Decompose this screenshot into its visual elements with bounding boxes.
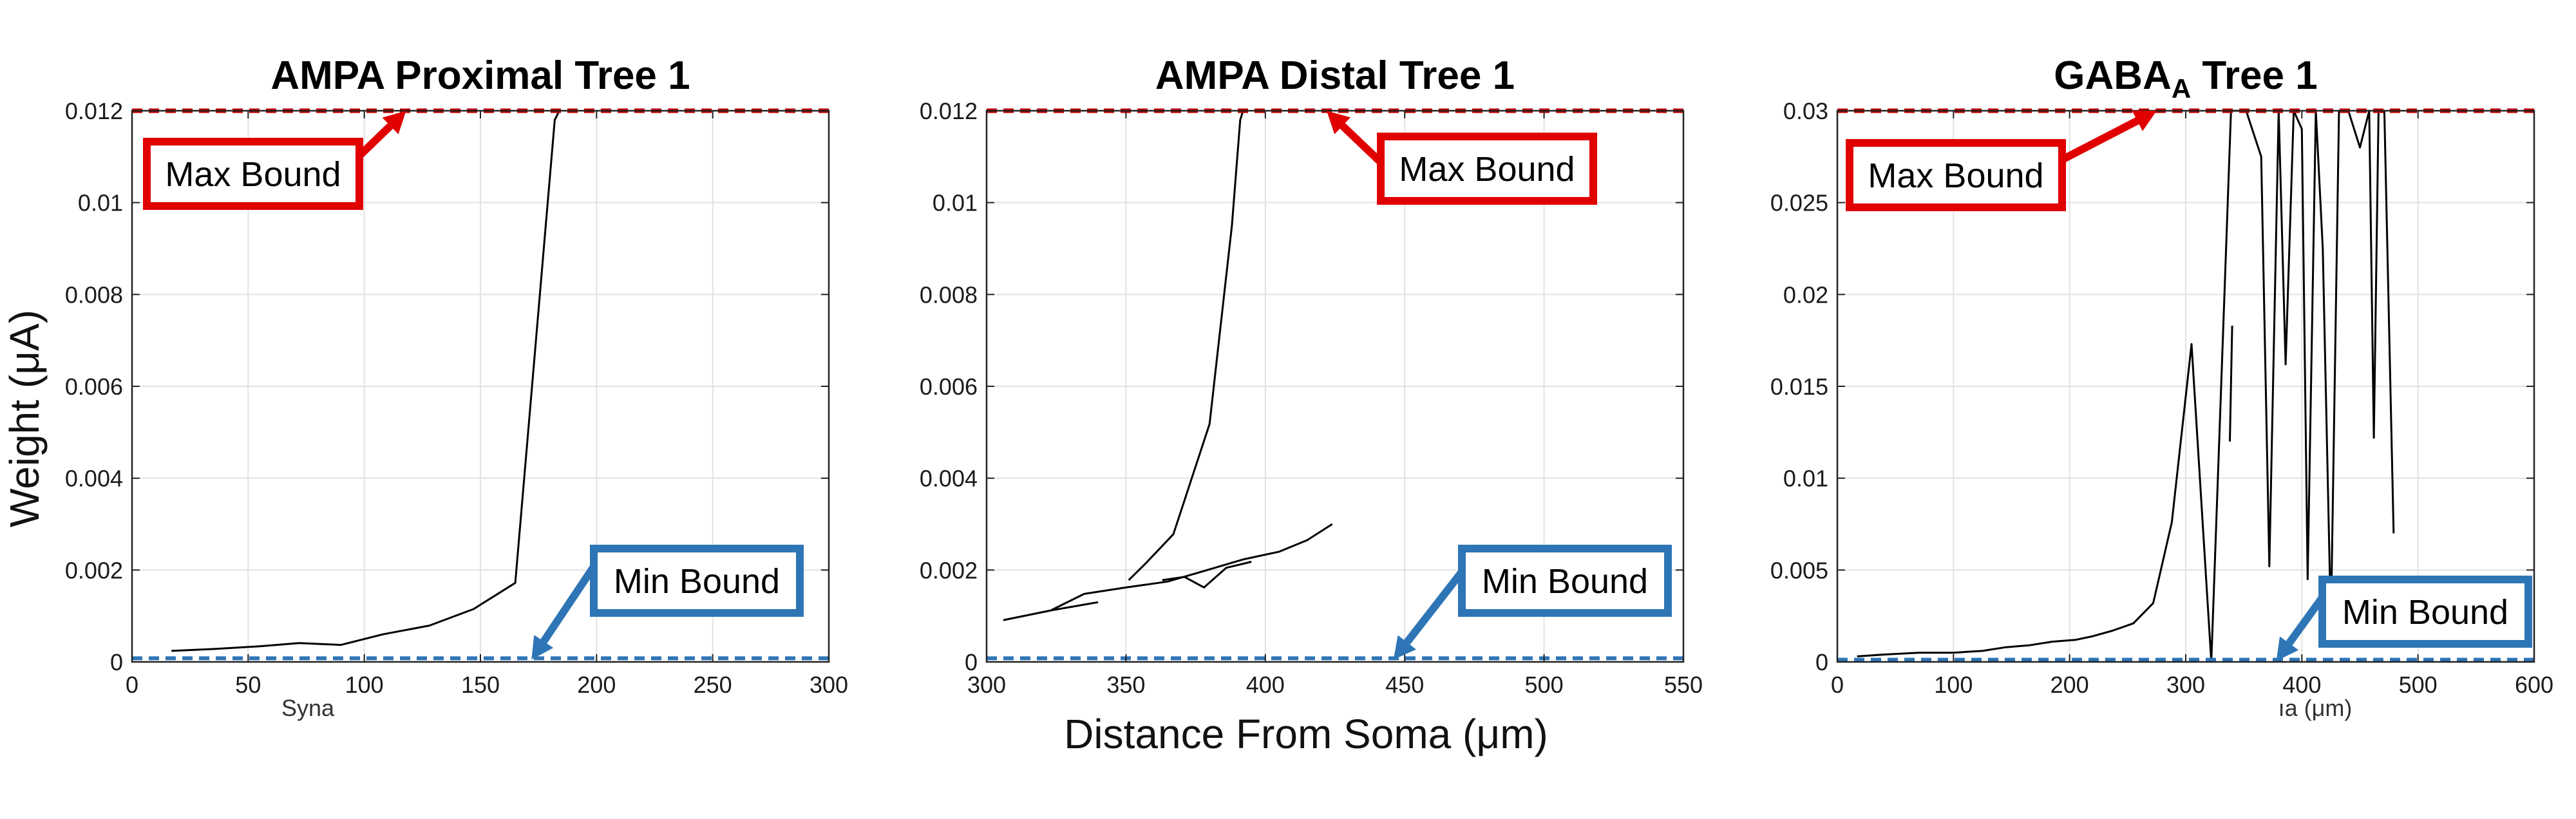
y-tick-label: 0.008 [65, 281, 123, 308]
x-tick-label: 400 [2282, 672, 2321, 698]
x-tick-label: 500 [2399, 672, 2438, 698]
max-bound-annotation: Max Bound [1846, 110, 2157, 211]
x-tick-label: 0 [1831, 672, 1844, 698]
series-line-2 [2229, 325, 2233, 442]
chart-title: AMPA Proximal Tree 1 [270, 53, 690, 98]
chart-title: GABAA Tree 1 [2054, 53, 2317, 104]
series-line-1 [1857, 109, 2395, 663]
max-bound-annotation: Max Bound [143, 111, 406, 210]
x-tick-label: 100 [1934, 672, 1973, 698]
annotation-arrow-shaft [1404, 569, 1465, 645]
y-tick-label: 0.002 [65, 557, 123, 583]
y-tick-label: 0 [965, 649, 978, 675]
annotation-arrow-head [2276, 636, 2299, 661]
annotation-arrow-shaft [540, 564, 597, 644]
annotation-box [1377, 133, 1597, 205]
annotation-arrow-shaft [2060, 117, 2139, 164]
annotation-arrow-head [382, 111, 406, 135]
y-tick-label: 0.025 [1770, 190, 1828, 216]
y-tick-label: 0.01 [933, 190, 978, 216]
annotation-box [143, 138, 363, 210]
y-tick-label: 0.006 [920, 373, 978, 400]
x-tick-label: 250 [694, 672, 732, 698]
figure-x-label: Distance From Soma (μm) [1064, 711, 1548, 757]
y-tick-label: 0.012 [65, 98, 123, 124]
chart-panel-3: 0 100 200 300 400 500 600 0 0.005 0.01 0.015 0.02 0.… [1770, 53, 2553, 721]
series-line-4 [1162, 561, 1252, 588]
y-tick-label: 0.03 [1783, 98, 1828, 124]
chart-title-main: AMPA Distal Tree 1 [1155, 53, 1515, 98]
y-tick-label: 0.01 [78, 190, 123, 216]
x-tick-label: 300 [2166, 672, 2205, 698]
annotation-box [1846, 139, 2066, 211]
annotation-arrow-head [1393, 635, 1416, 660]
y-tick-label: 0 [110, 649, 123, 675]
x-tick-label: 0 [126, 672, 138, 698]
x-tick-label: 200 [2050, 672, 2089, 698]
x-tick-label: 300 [967, 672, 1006, 698]
min-bound-annotation: Min Bound [2276, 576, 2532, 661]
min-bound-annotation: Min Bound [531, 545, 804, 660]
annotation-arrow-shaft [2286, 595, 2325, 646]
x-tick-label: 500 [1525, 672, 1564, 698]
figure-y-label: Weight (μA) [1, 310, 48, 527]
chart-panel-2: 300 350 400 450 500 550 0 0.002 0.004 0.006 0.008 0… [920, 53, 1703, 698]
y-tick-label: 0.012 [920, 98, 978, 124]
y-tick-label: 0.006 [65, 373, 123, 400]
x-label-fragment: Syna [281, 695, 335, 721]
series-line-2 [1128, 110, 1244, 581]
y-tick-label: 0.008 [920, 281, 978, 308]
y-tick-label: 0.002 [920, 557, 978, 583]
y-tick-label: 0.005 [1770, 557, 1828, 583]
annotation-arrow-head [2132, 110, 2157, 131]
annotation-box [2318, 576, 2532, 648]
x-tick-label: 550 [1664, 672, 1703, 698]
chart-title: AMPA Distal Tree 1 [1155, 53, 1515, 98]
y-tick-label: 0.004 [920, 466, 978, 492]
annotation-arrow-head [531, 635, 554, 660]
series-line-1 [171, 110, 560, 652]
y-tick-label: 0 [1815, 649, 1828, 675]
x-tick-label: 150 [461, 672, 500, 698]
annotation-label: Min Bound [1482, 562, 1648, 601]
max-bound-annotation: Max Bound [1327, 111, 1597, 205]
y-tick-label: 0.004 [65, 466, 123, 492]
annotation-label: Max Bound [1399, 150, 1575, 189]
chart-title-subscript: A [2172, 73, 2191, 104]
chart-panels: 0 50 100 150 200 250 30000.0020.0040.0060.0080… [65, 53, 2553, 721]
chart-panel-1: 0 50 100 150 200 250 300 0 0.002 0.004 0.006 0.008 0… [65, 53, 848, 721]
x-label-fragment: ıa (μm) [2278, 695, 2353, 721]
x-tick-label: 350 [1106, 672, 1145, 698]
x-tick-label: 300 [810, 672, 848, 698]
chart-title-tail: Tree 1 [2191, 53, 2317, 98]
chart-title-main: GABA [2054, 53, 2172, 98]
chart-title-main: AMPA Proximal Tree 1 [270, 53, 690, 98]
annotation-box [590, 545, 804, 617]
x-tick-label: 600 [2515, 672, 2553, 698]
x-tick-label: 400 [1246, 672, 1285, 698]
x-tick-label: 50 [235, 672, 261, 698]
min-bound-annotation: Min Bound [1393, 545, 1672, 660]
annotation-box [1458, 545, 1672, 617]
y-tick-label: 0.015 [1770, 373, 1828, 400]
x-tick-label: 200 [577, 672, 616, 698]
x-tick-label: 100 [345, 672, 384, 698]
annotation-label: Max Bound [1868, 156, 2043, 195]
annotation-arrow-shaft [1340, 123, 1384, 165]
series-line-3 [1050, 523, 1333, 612]
annotation-label: Min Bound [2342, 593, 2508, 632]
annotation-label: Max Bound [165, 155, 341, 194]
y-tick-label: 0.01 [1783, 466, 1828, 492]
annotation-label: Min Bound [614, 562, 780, 601]
y-tick-label: 0.02 [1783, 281, 1828, 308]
annotation-arrow-head [1327, 111, 1351, 135]
x-tick-label: 450 [1385, 672, 1424, 698]
annotation-arrow-shaft [356, 123, 393, 159]
